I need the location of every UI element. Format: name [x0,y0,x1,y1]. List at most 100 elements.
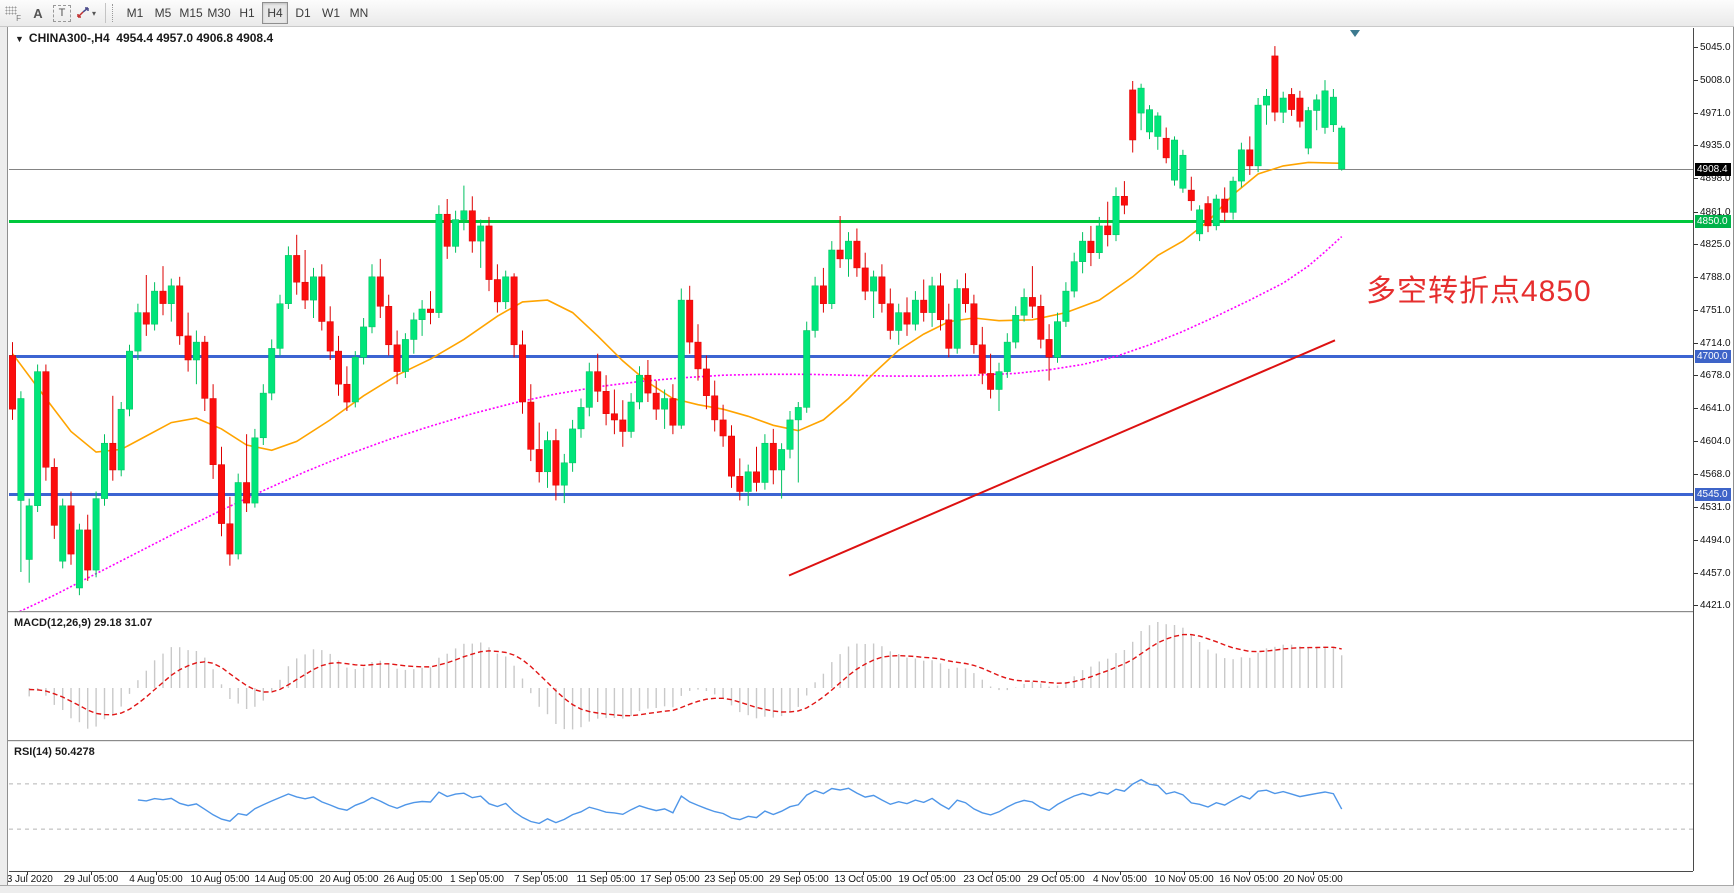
time-tick-mark [863,872,864,875]
time-tick-mark [27,872,28,875]
price-level-tag: 4700.0 [1695,350,1731,363]
price-tick-label: 4751.0 [1700,305,1731,316]
price-tick-label: 4421.0 [1700,600,1731,611]
time-tick-label: 23 Oct 05:00 [963,874,1021,885]
price-axis[interactable]: 5045.0 5008.0 4971.0 4935.0 4898.0 4861.… [1693,28,1733,871]
time-tick-mark [156,872,157,875]
timeframe-button-m5[interactable]: M5 [154,6,172,20]
price-tick-label: 4494.0 [1700,535,1731,546]
time-tick-mark [670,872,671,875]
price-tick-mark [1694,408,1698,409]
price-tick-label: 5008.0 [1700,75,1731,86]
price-level-tag: 4545.0 [1695,488,1731,501]
chart-annotation-text: 多空转折点4850 [1366,275,1592,308]
time-tick-label: 4 Aug 05:00 [129,874,183,885]
text-label-tool-button[interactable]: A [33,5,43,21]
time-tick-mark [220,872,221,875]
pane-divider[interactable] [0,740,1734,742]
time-tick-mark [799,872,800,875]
price-tick-mark [1694,343,1698,344]
time-tick-label: 1 Sep 05:00 [450,874,504,885]
time-tick-mark [1313,872,1314,875]
ohlc-values: 4954.4 4957.0 4906.8 4908.4 [116,31,274,45]
price-tick-label: 4641.0 [1700,403,1731,414]
rsi-pane[interactable] [9,743,1693,871]
macd-values: 29.18 31.07 [94,617,153,629]
timeframe-bar: M1 M5 M15 M30 H1 H4 D1 W1 MN [121,2,373,24]
price-tick-label: 4935.0 [1700,140,1731,151]
price-tick-label: 4457.0 [1700,568,1731,579]
time-tick-label: 29 Jul 05:00 [63,874,119,885]
price-tick-mark [1694,145,1698,146]
price-tick-mark [1694,113,1698,114]
symbol-dropdown-icon[interactable]: ▼ [15,34,24,44]
time-tick-label: 23 Sep 05:00 [704,874,764,885]
time-tick-label: 20 Nov 05:00 [1283,874,1343,885]
timeframe-button-mn[interactable]: MN [349,6,369,20]
time-tick-mark [1184,872,1185,875]
price-tick-label: 4568.0 [1700,469,1731,480]
timeframe-button-w1[interactable]: W1 [322,6,340,20]
price-tick-mark [1694,540,1698,541]
time-tick-label: 11 Sep 05:00 [576,874,636,885]
time-tick-mark [734,872,735,875]
time-tick-label: 17 Sep 05:00 [640,874,700,885]
toolbar: F A T ▾ M1 M5 M15 M30 H1 H4 D1 W1 MN [0,0,1734,27]
time-tick-label: 10 Nov 05:00 [1154,874,1214,885]
price-tick-mark [1694,212,1698,213]
chart-shift-marker [1350,30,1360,37]
time-tick-label: 29 Sep 05:00 [769,874,829,885]
price-level-tag: 4908.4 [1695,163,1731,176]
macd-pane[interactable] [9,614,1693,740]
time-tick-mark [992,872,993,875]
time-tick-mark [1056,872,1057,875]
price-tick-mark [1694,80,1698,81]
price-chart-pane[interactable] [9,28,1693,616]
time-tick-mark [349,872,350,875]
price-tick-label: 4604.0 [1700,436,1731,447]
timeframe-button-m1[interactable]: M1 [126,6,144,20]
price-tick-label: 4788.0 [1700,272,1731,283]
time-tick-label: 16 Nov 05:00 [1219,874,1279,885]
timeframe-button-m15[interactable]: M15 [179,6,203,20]
time-tick-label: 26 Aug 05:00 [383,874,443,885]
toolbar-grip-icon[interactable]: F [5,5,21,23]
time-tick-label: 13 Oct 05:00 [834,874,892,885]
time-tick-label: 23 Jul 2020 [1,874,53,885]
price-tick-label: 4898.0 [1700,173,1731,184]
time-tick-label: 4 Nov 05:00 [1093,874,1147,885]
price-tick-mark [1694,277,1698,278]
time-tick-label: 7 Sep 05:00 [514,874,568,885]
timeframe-button-m30[interactable]: M30 [207,6,231,20]
chart-title[interactable]: ▼ CHINA300-,H4 4954.4 4957.0 4906.8 4908.… [15,31,273,45]
price-tick-mark [1694,310,1698,311]
time-tick-mark [606,872,607,875]
timeframe-button-h1[interactable]: H1 [239,6,255,20]
time-tick-mark [1120,872,1121,875]
arrows-tool-button[interactable]: ▾ [73,2,99,24]
price-tick-label: 4714.0 [1700,338,1731,349]
price-tick-mark [1694,573,1698,574]
window-left-edge [0,27,8,893]
timeframe-toolbar-grip[interactable] [112,4,117,22]
time-tick-label: 20 Aug 05:00 [319,874,379,885]
time-tick-mark [413,872,414,875]
toolbar-separator [105,3,106,23]
time-tick-mark [284,872,285,875]
pane-divider[interactable] [0,611,1734,613]
price-level-tag: 4850.0 [1695,215,1731,228]
time-tick-label: 14 Aug 05:00 [254,874,314,885]
price-tick-label: 4531.0 [1700,502,1731,513]
time-axis[interactable]: 23 Jul 2020 29 Jul 05:00 4 Aug 05:00 10 … [1,871,1693,885]
text-box-tool-button[interactable]: T [53,4,71,22]
symbol-period-label: CHINA300-,H4 [28,31,110,45]
price-tick-label: 4825.0 [1700,239,1731,250]
timeframe-button-d1[interactable]: D1 [295,6,311,20]
arrows-icon [77,7,89,18]
time-tick-label: 19 Oct 05:00 [898,874,956,885]
price-tick-mark [1694,507,1698,508]
rsi-value: 50.4278 [54,746,95,758]
price-tick-mark [1694,47,1698,48]
timeframe-button-h4[interactable]: H4 [262,2,288,24]
